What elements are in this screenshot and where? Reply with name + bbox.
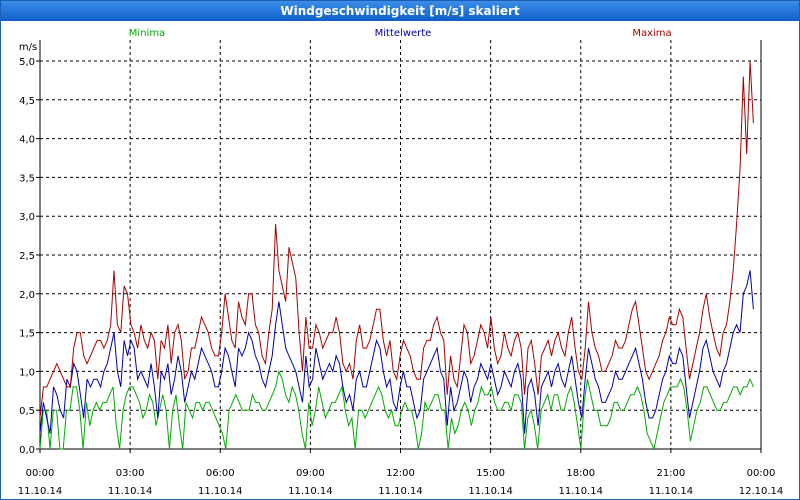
- series-line-mittelwerte: [39, 270, 754, 434]
- x-tick-time: 12:00: [386, 468, 415, 479]
- window-title: Windgeschwindigkeit [m/s] skaliert: [1, 1, 799, 21]
- y-tick-label: 0,0: [19, 445, 35, 456]
- legend-mittelwerte: Mittelwerte: [375, 28, 432, 39]
- y-tick-label: 5,0: [19, 57, 35, 68]
- x-tick-time: 00:00: [26, 468, 55, 479]
- y-tick-label: 3,5: [19, 173, 35, 184]
- x-tick-time: 21:00: [656, 468, 685, 479]
- x-tick-time: 06:00: [206, 468, 235, 479]
- x-tick-time: 00:00: [747, 468, 776, 479]
- line-chart: 0,0 0,5 1,0 1,5 2,0 2,5 3,0 3,5 4,0 4,5 5,0 00:00 11…: [18, 28, 784, 497]
- y-tick-label: 3,0: [19, 212, 35, 223]
- x-tick-time: 09:00: [296, 468, 325, 479]
- series-group: [39, 60, 754, 451]
- x-tick-date: 11.10.14: [558, 486, 603, 497]
- labels: 0,0 0,5 1,0 1,5 2,0 2,5 3,0 3,5 4,0 4,5 5,0 00:00 11…: [18, 28, 784, 497]
- series-line-minima: [39, 369, 754, 451]
- x-tick-date: 12.10.14: [739, 486, 784, 497]
- x-tick-date: 11.10.14: [18, 486, 63, 497]
- y-tick-label: 0,5: [19, 406, 35, 417]
- grid: [40, 40, 761, 449]
- x-tick-time: 15:00: [476, 468, 505, 479]
- y-tick-label: 2,5: [19, 251, 35, 262]
- x-tick-date: 11.10.14: [649, 486, 694, 497]
- y-tick-label: 4,0: [19, 135, 35, 146]
- y-tick-label: 4,5: [19, 96, 35, 107]
- x-tick-time: 18:00: [566, 468, 595, 479]
- x-tick-date: 11.10.14: [288, 486, 333, 497]
- y-axis-label: m/s: [19, 42, 37, 53]
- x-tick-date: 11.10.14: [198, 486, 243, 497]
- y-tick-label: 2,0: [19, 290, 35, 301]
- x-tick-date: 11.10.14: [378, 486, 423, 497]
- series-line-maxima: [39, 60, 754, 419]
- y-tick-label: 1,5: [19, 329, 35, 340]
- legend-maxima: Maxima: [632, 28, 671, 39]
- x-tick-time: 03:00: [116, 468, 145, 479]
- x-tick-date: 11.10.14: [108, 486, 153, 497]
- axes: [36, 40, 762, 453]
- legend-minima: Minima: [129, 28, 165, 39]
- x-tick-date: 11.10.14: [468, 486, 513, 497]
- y-tick-label: 1,0: [19, 367, 35, 378]
